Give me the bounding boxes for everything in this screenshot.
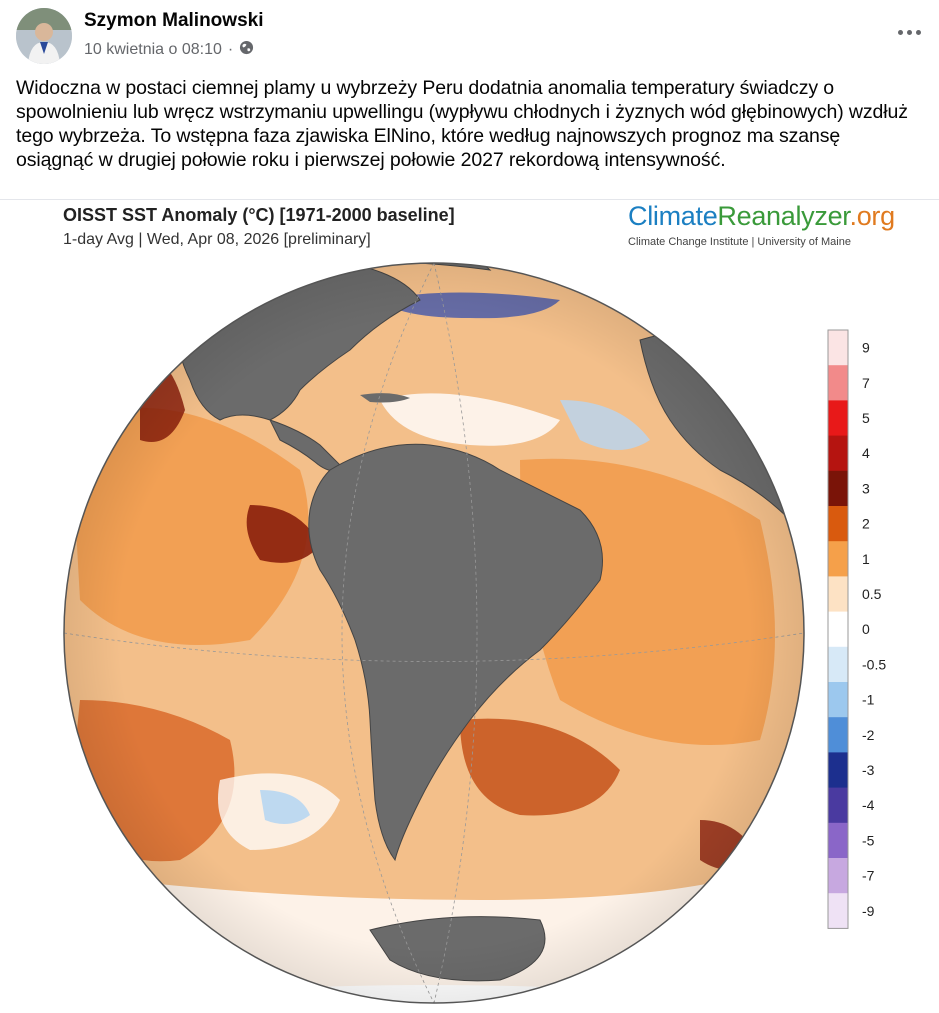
logo-subtitle: Climate Change Institute | University of… (628, 236, 851, 248)
climate-reanalyzer-logo: ClimateReanalyzer.org (628, 201, 895, 231)
colorbar-label: 0.5 (862, 586, 882, 602)
colorbar-segment (828, 330, 848, 366)
colorbar-label: 0 (862, 621, 870, 637)
colorbar-label: -0.5 (862, 656, 886, 672)
post-meta: 10 kwietnia o 08:10 · (84, 40, 254, 60)
colorbar-label: 5 (862, 410, 870, 426)
colorbar-label: -2 (862, 727, 875, 743)
colorbar-label: -1 (862, 692, 875, 708)
colorbar-segment (828, 365, 848, 401)
colorbar-segment (828, 470, 848, 507)
colorbar-segment (828, 541, 848, 577)
globe-outline (63, 262, 805, 1004)
colorbar-label: 1 (862, 551, 870, 567)
author-name[interactable]: Szymon Malinowski (84, 10, 264, 31)
colorbar: 9 7 5 4 3 2 1 0.5 0 -0.5 -1 -2 -3 -4 -5 -7 -9 (827, 329, 886, 929)
colorbar-segment (828, 787, 848, 824)
colorbar-label: -4 (862, 797, 875, 813)
globe-icon (239, 40, 254, 60)
avatar[interactable] (16, 8, 72, 64)
colorbar-segment (828, 682, 848, 718)
colorbar-segment (828, 435, 848, 472)
colorbar-border (827, 329, 849, 929)
colorbar-label: 4 (862, 445, 870, 461)
colorbar-segment (828, 611, 848, 648)
more-options-icon (897, 29, 921, 35)
colorbar-label: 9 (862, 340, 870, 356)
post-timestamp[interactable]: 10 kwietnia o 08:10 (84, 41, 222, 58)
map-title: OISST SST Anomaly (°C) [1971-2000 baseli… (63, 205, 455, 225)
colorbar-segment (828, 858, 848, 894)
colorbar-segment (828, 646, 848, 683)
colorbar-segment (828, 506, 848, 542)
colorbar-label: -3 (862, 762, 875, 778)
colorbar-segment (828, 822, 848, 859)
colorbar-segment (828, 893, 848, 929)
meta-separator: · (227, 41, 234, 58)
post-text: Widoczna w postaci ciemnej plamy u wybrz… (16, 77, 908, 171)
colorbar-segment (828, 400, 848, 437)
colorbar-label: -9 (862, 903, 875, 919)
more-options-button[interactable] (893, 18, 925, 46)
colorbar-segment (828, 752, 848, 789)
map-subtitle: 1-day Avg | Wed, Apr 08, 2026 [prelimina… (63, 231, 371, 248)
colorbar-label: 7 (862, 375, 870, 391)
colorbar-segment (828, 717, 848, 753)
colorbar-label: -7 (862, 868, 875, 884)
colorbar-segment (828, 576, 848, 613)
colorbar-label: -5 (862, 832, 875, 848)
colorbar-label: 2 (862, 516, 870, 532)
colorbar-label: 3 (862, 480, 870, 496)
